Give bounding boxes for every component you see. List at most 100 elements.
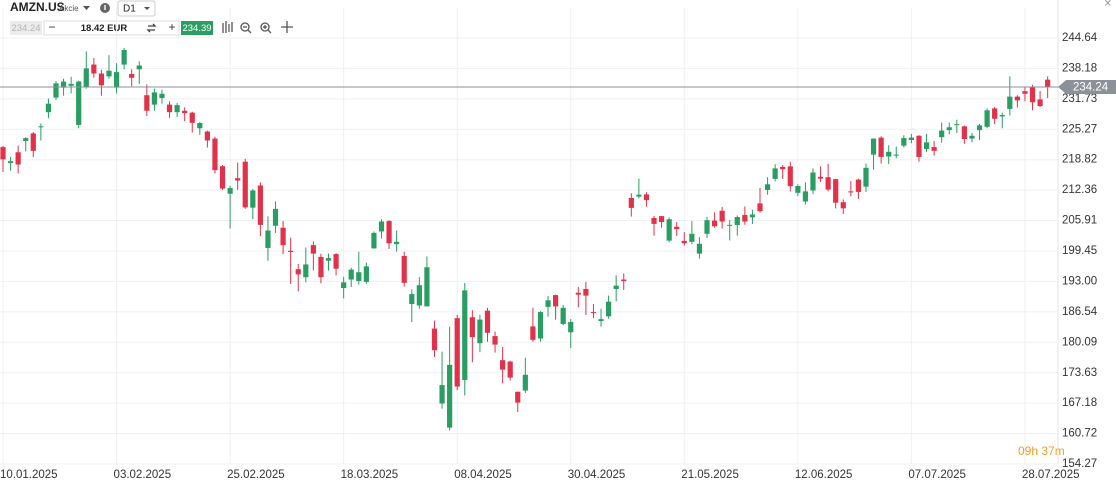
x-tick-label: 30.04.2025 — [568, 469, 626, 481]
candle-body — [280, 227, 286, 246]
candle-body — [1029, 87, 1036, 103]
candle-body — [250, 190, 256, 208]
candle-body — [901, 138, 907, 146]
candle-body — [144, 95, 150, 111]
x-tick-label: 18.03.2025 — [341, 469, 399, 481]
candle-body — [235, 178, 241, 181]
asset-type: Akcie — [59, 4, 79, 13]
symbol-dropdown[interactable] — [83, 6, 90, 10]
bid-box[interactable] — [10, 21, 42, 35]
candle-body — [780, 166, 786, 170]
candle-body — [348, 269, 354, 280]
candle-body — [83, 68, 89, 87]
y-tick-label: 225.27 — [1062, 123, 1097, 135]
candle-body — [553, 295, 559, 307]
y-tick-label: 193.00 — [1062, 275, 1097, 287]
candle-body — [870, 138, 877, 155]
zoom-in-icon[interactable] — [260, 22, 270, 32]
candle-body — [454, 318, 460, 387]
candle-body — [409, 294, 415, 305]
pan-icon[interactable] — [281, 21, 293, 33]
candle-body — [439, 385, 445, 404]
ask-box[interactable] — [181, 21, 213, 35]
candle-body — [91, 64, 97, 74]
candle-body — [325, 258, 332, 261]
candle-body — [23, 138, 29, 141]
zoom-out-icon[interactable] — [240, 22, 250, 32]
candle-body — [969, 135, 975, 139]
candle-body — [227, 188, 233, 194]
ask: 234.39 — [182, 23, 211, 34]
candle-body — [621, 279, 627, 282]
candle-body — [310, 245, 316, 254]
y-tick-label: 154.27 — [1062, 458, 1097, 470]
x-tick-label: 25.02.2025 — [227, 469, 285, 481]
candle-body — [265, 230, 271, 248]
candle-body — [666, 219, 672, 241]
candle-body — [681, 240, 687, 244]
candle-body — [30, 133, 36, 151]
candle-body — [113, 72, 120, 88]
candle-body — [984, 110, 990, 127]
candle-body — [613, 285, 619, 289]
y-tick-label: 167.18 — [1062, 397, 1097, 409]
candle-body — [318, 256, 324, 278]
swap-icon[interactable] — [146, 23, 157, 33]
zoom-out-glyph — [243, 26, 252, 34]
candle-body — [643, 194, 650, 201]
close-button[interactable]: ✕ — [1104, 0, 1112, 10]
candle-body — [863, 167, 869, 187]
candle-body — [462, 290, 468, 380]
amount-box — [43, 20, 180, 36]
y-tick-label: 186.54 — [1062, 306, 1098, 318]
x-tick-label: 03.02.2025 — [114, 469, 172, 481]
candle-body — [545, 300, 551, 307]
candle-body — [727, 224, 733, 226]
candle-body — [38, 126, 44, 128]
minus-button[interactable]: − — [48, 20, 55, 34]
candle-body — [15, 152, 21, 165]
x-tick-label: 21.05.2025 — [681, 469, 739, 481]
amount[interactable]: 18.42 EUR — [81, 23, 128, 34]
countdown: 09h 37m — [1018, 444, 1065, 458]
candle-body — [106, 70, 112, 77]
candle-body — [136, 65, 142, 70]
candle-body — [1045, 79, 1051, 88]
chart-type-icon[interactable] — [222, 21, 233, 33]
y-tick-label: 160.72 — [1062, 428, 1097, 440]
y-tick-label: 173.63 — [1062, 367, 1097, 379]
info-glyph — [104, 5, 106, 10]
candle-body — [53, 83, 59, 98]
candle-body — [272, 208, 279, 226]
candle-body — [492, 336, 498, 345]
candle-body — [772, 168, 778, 179]
y-tick-label: 238.18 — [1062, 62, 1097, 74]
candle-body — [575, 292, 581, 295]
candle-body — [757, 203, 763, 212]
candle-body — [931, 147, 937, 151]
candle-body — [129, 73, 135, 78]
candle-body — [386, 221, 392, 244]
candle-body — [76, 81, 82, 125]
candle-body — [197, 123, 203, 129]
candle-body — [560, 307, 566, 324]
candle-body — [1022, 91, 1028, 94]
y-tick-label: 231.73 — [1062, 93, 1097, 105]
candle-body — [204, 131, 210, 141]
plus-button[interactable]: + — [168, 20, 175, 34]
candle-body — [711, 220, 718, 227]
candle-body — [333, 254, 339, 269]
candle-body — [764, 184, 771, 190]
candle-body — [704, 220, 710, 234]
candle-body — [802, 191, 809, 202]
candle-body — [598, 319, 604, 322]
timeframe-select[interactable] — [117, 0, 156, 17]
candle-body — [878, 137, 884, 157]
candle-body — [431, 328, 438, 351]
candle-body — [537, 312, 544, 339]
candle-body — [522, 374, 528, 391]
candle-body — [795, 186, 801, 193]
symbol[interactable]: AMZN.US — [10, 0, 65, 14]
candle-body — [658, 216, 665, 223]
